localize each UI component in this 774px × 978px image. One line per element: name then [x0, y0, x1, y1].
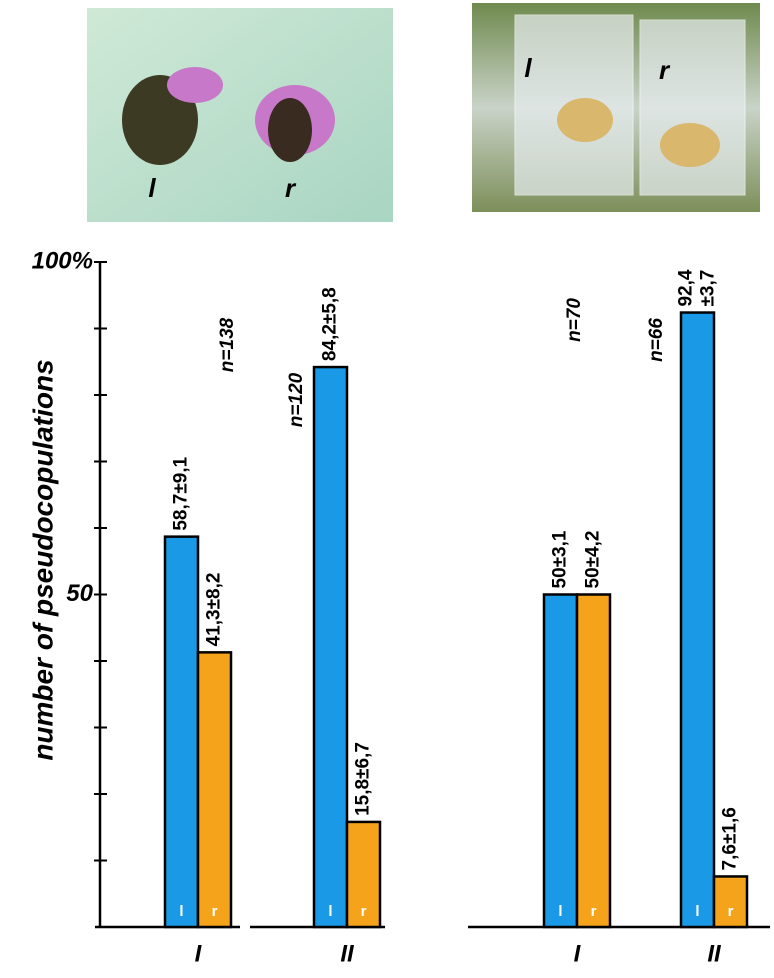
series-label: r	[591, 903, 597, 920]
photo-label: l	[524, 53, 532, 83]
bar	[679, 311, 716, 929]
value-label: 50±3,1	[550, 530, 571, 588]
value-label: 58,7±9,1	[171, 456, 192, 530]
photo: l r	[472, 3, 760, 212]
bar	[575, 593, 612, 929]
y-tick-label: 50	[66, 580, 93, 607]
series-label: l	[558, 903, 562, 920]
value-label: 15,8±6,7	[353, 742, 374, 816]
photo-label: r	[659, 55, 671, 85]
x-tick-label: I	[574, 940, 582, 967]
series-label: l	[695, 903, 699, 920]
photo-label: l	[148, 173, 156, 203]
y-axis-label: number of pseudocopulations	[27, 359, 58, 760]
x-tick-label: II	[707, 940, 722, 967]
photo: l r	[87, 8, 393, 222]
value-label: 7,6±1,6	[720, 807, 741, 870]
series-label: r	[361, 903, 367, 920]
annotation: n=138	[217, 317, 238, 372]
x-tick-label: II	[340, 940, 355, 967]
bar	[312, 365, 349, 929]
y-tick-label: 100%	[32, 247, 93, 274]
value-label: 84,2±5,8	[320, 287, 341, 361]
series-label: l	[179, 903, 183, 920]
value-label: 50±4,2	[583, 531, 604, 589]
series-label: l	[328, 903, 332, 920]
bar	[196, 651, 233, 929]
series-label: r	[212, 903, 218, 920]
annotation: n=70	[564, 298, 585, 342]
annotation: n=66	[646, 318, 667, 362]
value-label: 41,3±8,2	[204, 573, 225, 647]
bar	[345, 820, 382, 929]
annotation: n=120	[286, 372, 307, 427]
bar	[163, 535, 200, 929]
photo-label: r	[285, 173, 297, 203]
x-tick-label: I	[195, 940, 203, 967]
series-label: r	[728, 903, 734, 920]
bar	[542, 593, 579, 929]
value-label: 92,4±3,7	[676, 269, 719, 306]
bar	[712, 875, 749, 929]
